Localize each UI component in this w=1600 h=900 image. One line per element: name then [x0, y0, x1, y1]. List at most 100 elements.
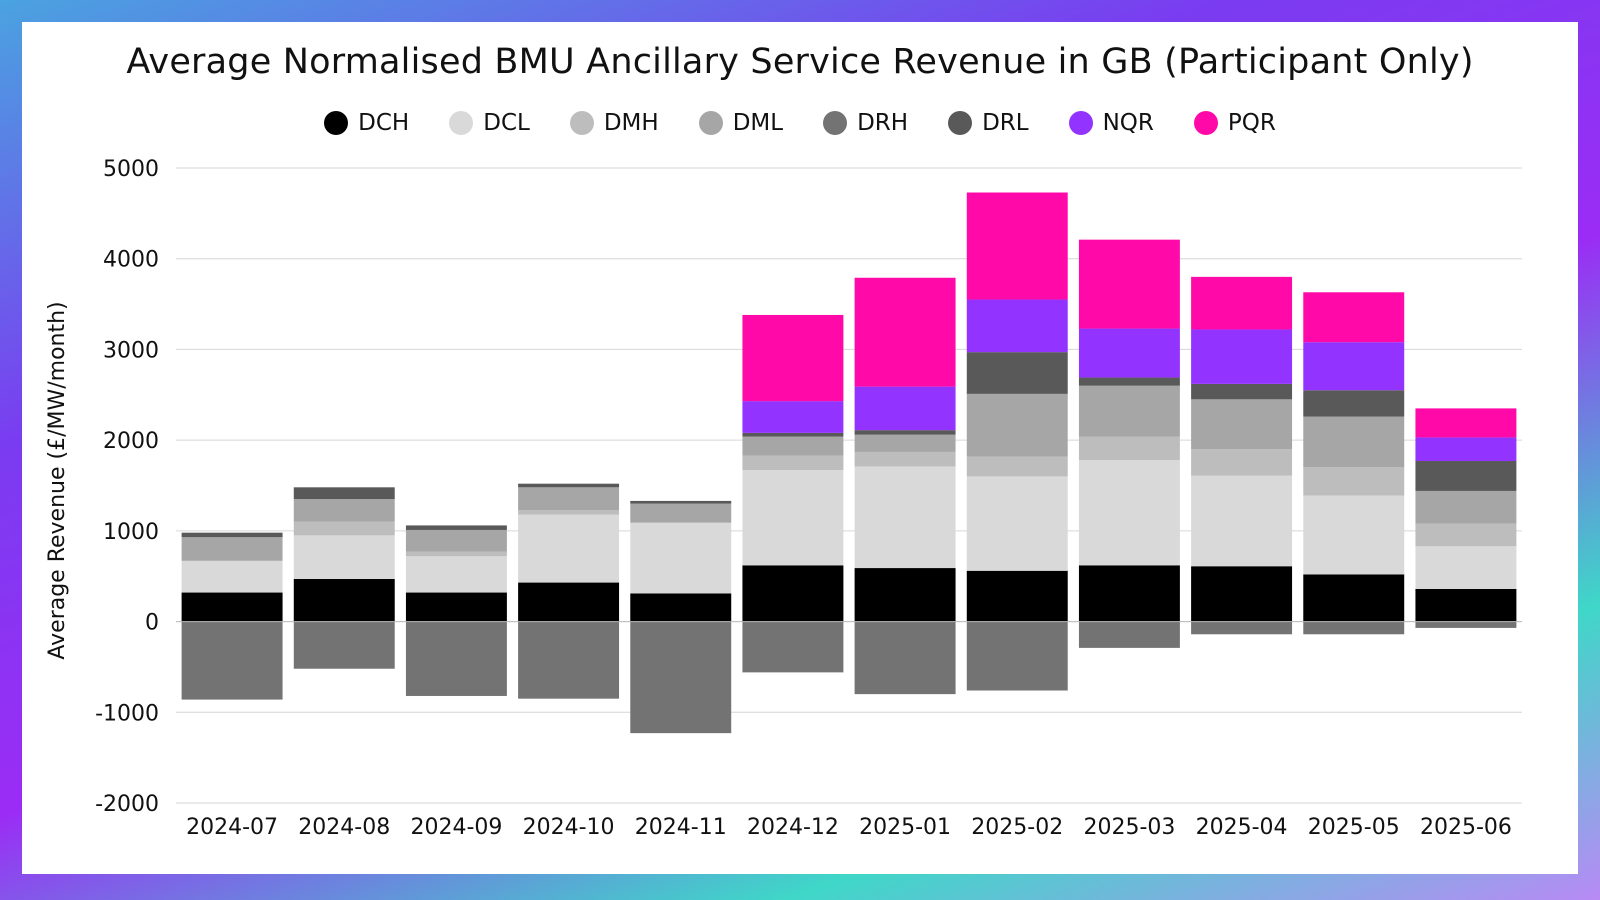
bar-dch-2025-02 [966, 570, 1068, 622]
bar-drl-2025-05 [1303, 390, 1405, 417]
bar-dcl-2025-06 [1415, 546, 1517, 589]
bar-drh-2025-04 [1191, 621, 1293, 635]
bar-dcl-2024-11 [630, 522, 732, 594]
legend-swatch-dmh [569, 111, 594, 135]
bar-dml-2025-04 [1191, 399, 1293, 450]
bar-drh-2024-12 [742, 621, 844, 673]
bar-dml-2024-12 [742, 436, 844, 456]
y-tick-label: 1000 [103, 520, 159, 545]
bar-dch-2024-11 [630, 593, 732, 622]
legend-item-dch: DCH [324, 110, 409, 136]
bar-dch-2025-06 [1415, 588, 1517, 622]
bar-dch-2025-03 [1078, 565, 1180, 622]
bar-pqr-2025-06 [1415, 408, 1517, 438]
bar-nqr-2025-06 [1415, 437, 1517, 462]
bar-dmh-2024-09 [405, 551, 507, 557]
legend-swatch-dcl [449, 111, 474, 135]
x-tick-label: 2024-10 [523, 815, 615, 840]
bar-dml-2024-11 [630, 503, 732, 523]
bar-drh-2025-03 [1078, 621, 1180, 648]
y-tick-label: -2000 [95, 792, 159, 817]
legend-swatch-pqr [1193, 111, 1218, 135]
bar-dcl-2024-12 [742, 470, 844, 566]
bar-dmh-2025-01 [854, 451, 956, 467]
bar-dml-2025-02 [966, 393, 1068, 457]
y-tick-label: 0 [145, 611, 159, 636]
bar-dml-2025-05 [1303, 416, 1405, 468]
y-tick-label: 5000 [103, 157, 159, 182]
legend-swatch-dml [698, 111, 723, 135]
legend-item-dmh: DMH [569, 110, 659, 136]
bar-drl-2025-04 [1191, 383, 1293, 400]
bar-dml-2025-03 [1078, 385, 1180, 437]
x-tick-label: 2025-02 [971, 815, 1063, 840]
bar-dmh-2025-03 [1078, 436, 1180, 461]
chart-title: Average Normalised BMU Ancillary Service… [126, 42, 1474, 82]
bar-dch-2024-08 [293, 578, 395, 622]
legend-label: DMH [603, 110, 659, 136]
legend-item-dcl: DCL [449, 110, 530, 136]
x-tick-label: 2024-08 [298, 815, 390, 840]
bar-pqr-2025-01 [854, 277, 956, 387]
x-tick-label: 2024-09 [410, 815, 502, 840]
x-tick-label: 2025-03 [1083, 815, 1175, 840]
bar-dcl-2025-01 [854, 466, 956, 569]
legend-label: DML [732, 110, 784, 136]
bar-dch-2024-10 [518, 582, 620, 622]
bar-dml-2024-10 [518, 487, 620, 510]
bar-drl-2025-01 [854, 430, 956, 435]
x-tick-label: 2025-01 [859, 815, 951, 840]
bar-dmh-2025-06 [1415, 523, 1517, 547]
legend-swatch-drl [948, 111, 973, 135]
chart-legend: DCH DCL DMH DML DRH DRL NQR PQR [22, 110, 1578, 136]
legend-label: DRH [857, 110, 909, 136]
legend-swatch-nqr [1068, 111, 1093, 135]
bar-drh-2024-10 [518, 621, 620, 699]
bar-dmh-2025-05 [1303, 467, 1405, 496]
bar-dch-2024-12 [742, 565, 844, 622]
bar-dch-2024-09 [405, 592, 507, 622]
legend-label: NQR [1102, 110, 1154, 136]
legend-label: DCL [483, 110, 530, 136]
bar-nqr-2024-12 [742, 401, 844, 433]
y-axis-title: Average Revenue (£/MW/month) [45, 301, 70, 659]
bar-dcl-2024-10 [518, 514, 620, 583]
bar-dmh-2025-04 [1191, 449, 1293, 476]
y-tick-label: 2000 [103, 429, 159, 454]
bar-drl-2024-12 [742, 432, 844, 437]
legend-item-nqr: NQR [1068, 110, 1154, 136]
bar-drl-2024-07 [181, 532, 283, 538]
legend-label: DRL [982, 110, 1029, 136]
y-tick-label: 3000 [103, 338, 159, 363]
bar-drh-2024-07 [181, 621, 283, 700]
bar-dml-2024-08 [293, 499, 395, 522]
bar-drl-2025-02 [966, 352, 1068, 394]
bar-drh-2025-06 [1415, 621, 1517, 628]
bar-pqr-2025-04 [1191, 276, 1293, 330]
bar-drh-2025-02 [966, 621, 1068, 691]
bar-nqr-2025-03 [1078, 328, 1180, 378]
legend-label: DCH [358, 110, 410, 136]
bar-drh-2024-08 [293, 621, 395, 669]
bar-pqr-2025-05 [1303, 292, 1405, 343]
bar-drh-2024-11 [630, 621, 732, 734]
bar-dch-2025-01 [854, 568, 956, 622]
bar-dmh-2024-10 [518, 509, 620, 515]
bar-drl-2025-03 [1078, 377, 1180, 386]
chart-frame: Average Normalised BMU Ancillary Service… [22, 22, 1578, 874]
bar-pqr-2024-12 [742, 314, 844, 402]
legend-label: PQR [1227, 110, 1276, 136]
x-tick-label: 2024-12 [747, 815, 839, 840]
bar-drl-2024-11 [630, 500, 732, 504]
bar-dmh-2024-12 [742, 455, 844, 471]
bar-drh-2025-01 [854, 621, 956, 695]
bar-pqr-2025-02 [966, 192, 1068, 300]
bar-dcl-2025-02 [966, 476, 1068, 571]
bar-dcl-2025-04 [1191, 475, 1293, 567]
bar-dml-2024-09 [405, 529, 507, 552]
bar-nqr-2025-01 [854, 386, 956, 431]
bar-drh-2025-05 [1303, 621, 1405, 635]
bar-dcl-2025-05 [1303, 495, 1405, 575]
bar-dml-2025-06 [1415, 490, 1517, 524]
bar-drl-2025-06 [1415, 461, 1517, 491]
